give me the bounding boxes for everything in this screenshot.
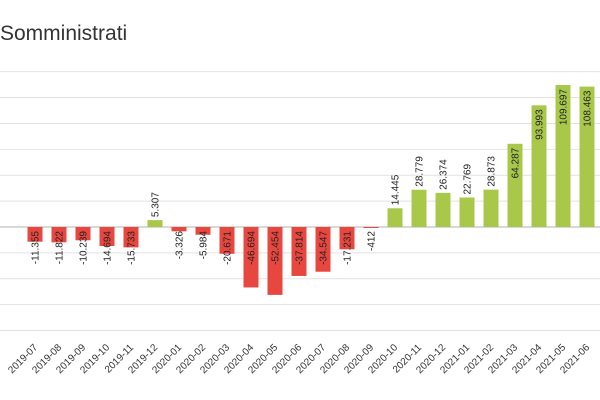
- data-label-2020-05: -52.454: [271, 231, 282, 265]
- bar-2020-12[interactable]: [435, 192, 451, 227]
- data-label-2020-06: -37.814: [295, 231, 306, 265]
- bar-2019-10[interactable]: [99, 227, 115, 247]
- bar-2021-05[interactable]: [555, 85, 571, 227]
- data-label-2019-11: -15.733: [127, 231, 138, 265]
- bar-2020-04[interactable]: [243, 227, 259, 288]
- bar-2020-10[interactable]: [387, 208, 403, 227]
- data-label-2020-01: -3.326: [175, 231, 186, 260]
- data-label-2021-04: 93.993: [535, 109, 546, 140]
- data-label-2020-10: 14.445: [391, 174, 402, 205]
- data-label-2021-01: 22.769: [463, 164, 474, 195]
- data-label-2020-04: -46.694: [247, 231, 258, 265]
- data-label-2021-02: 28.873: [487, 156, 498, 187]
- data-label-2019-08: -11.822: [55, 231, 66, 265]
- bar-2020-05[interactable]: [267, 227, 283, 295]
- bar-2020-06[interactable]: [291, 227, 307, 276]
- data-label-2021-06: 108.463: [583, 90, 594, 127]
- bar-2021-06[interactable]: [579, 86, 595, 227]
- data-label-2019-07: -11.355: [31, 231, 42, 265]
- bar-2020-02[interactable]: [195, 227, 211, 235]
- bar-2020-08[interactable]: [339, 227, 355, 250]
- data-label-2020-07: -34.547: [319, 231, 330, 265]
- bar-2020-01[interactable]: [171, 227, 187, 232]
- data-labels: -11.355 -11.822 -10.239 -14.694 -15.733 5.307…: [31, 89, 594, 265]
- data-label-2020-02: -5.984: [199, 231, 210, 260]
- data-label-2020-03: -20.671: [223, 231, 234, 265]
- data-label-2019-12: 5.307: [151, 192, 162, 217]
- data-label-2020-09: -412: [367, 231, 378, 251]
- data-label-2020-08: -17.231: [343, 231, 354, 265]
- data-label-2020-11: 28.779: [415, 156, 426, 187]
- bar-2020-11[interactable]: [411, 189, 427, 227]
- bars: [27, 85, 595, 295]
- bar-2020-07[interactable]: [315, 227, 331, 272]
- bar-2021-03[interactable]: [507, 143, 523, 227]
- data-label-2021-03: 64.287: [511, 147, 522, 178]
- data-label-2021-05: 109.697: [559, 89, 570, 126]
- bar-2020-03[interactable]: [219, 227, 235, 254]
- x-tick-labels: 2019-072019-082019-092019-102019-112019-…: [6, 342, 592, 376]
- bar-2019-07[interactable]: [27, 227, 43, 242]
- bar-2021-01[interactable]: [459, 197, 475, 227]
- bar-2019-09[interactable]: [75, 227, 91, 241]
- bar-2021-02[interactable]: [483, 189, 499, 227]
- data-label-2019-10: -14.694: [103, 231, 114, 265]
- bar-2021-04[interactable]: [531, 105, 547, 227]
- data-label-2019-09: -10.239: [79, 231, 90, 265]
- data-label-2020-12: 26.374: [439, 159, 450, 190]
- chart-title: Somministrati: [0, 22, 128, 45]
- bar-2019-12[interactable]: [147, 220, 163, 227]
- bar-2019-11[interactable]: [123, 227, 139, 248]
- bar-2020-09[interactable]: [363, 227, 379, 228]
- bar-2019-08[interactable]: [51, 227, 67, 243]
